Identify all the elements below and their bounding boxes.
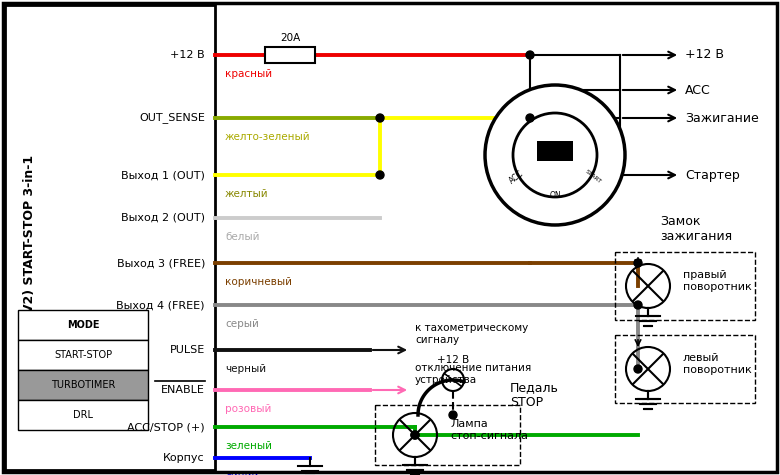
- Bar: [537, 141, 573, 161]
- Text: к тахометрическому
сигналу: к тахометрическому сигналу: [415, 323, 528, 345]
- Text: серый: серый: [225, 319, 259, 329]
- Text: START-STOP: START-STOP: [54, 350, 112, 360]
- Text: ACC: ACC: [685, 84, 711, 96]
- Text: +12 В: +12 В: [437, 355, 469, 365]
- Text: TURBOTIMER: TURBOTIMER: [51, 380, 115, 390]
- Text: Выход 1 (OUT): Выход 1 (OUT): [121, 170, 205, 180]
- Text: желтый: желтый: [225, 189, 268, 199]
- Text: START: START: [584, 169, 602, 185]
- Text: отключение питания
устройства: отключение питания устройства: [415, 363, 531, 385]
- Text: Выход 3 (FREE): Выход 3 (FREE): [117, 258, 205, 268]
- Text: ACC/STOP (+): ACC/STOP (+): [127, 422, 205, 432]
- Bar: [18, 370, 148, 400]
- Text: желто-зеленый: желто-зеленый: [225, 132, 310, 142]
- Text: Замок
зажигания: Замок зажигания: [660, 215, 732, 243]
- Circle shape: [376, 171, 384, 179]
- Circle shape: [449, 411, 457, 419]
- Text: +12 В: +12 В: [685, 48, 724, 61]
- Bar: [18, 340, 148, 370]
- Text: (V2) START-STOP 3-in-1: (V2) START-STOP 3-in-1: [23, 155, 37, 319]
- Text: розовый: розовый: [225, 404, 271, 414]
- Bar: [615, 335, 755, 403]
- Text: Педаль
STOP: Педаль STOP: [510, 381, 559, 409]
- Text: черный: черный: [225, 364, 266, 374]
- Circle shape: [634, 365, 642, 373]
- Circle shape: [634, 301, 642, 309]
- Bar: [5, 5, 215, 470]
- Bar: [375, 405, 520, 465]
- Circle shape: [411, 431, 419, 439]
- Text: белый: белый: [225, 232, 260, 242]
- Text: Стартер: Стартер: [685, 169, 739, 181]
- Circle shape: [526, 114, 534, 122]
- Circle shape: [526, 51, 534, 59]
- Text: PULSE: PULSE: [170, 345, 205, 355]
- Circle shape: [634, 259, 642, 267]
- Text: OUT_SENSE: OUT_SENSE: [139, 113, 205, 124]
- Circle shape: [485, 85, 625, 225]
- Text: 20A: 20A: [280, 33, 300, 43]
- Bar: [18, 400, 148, 430]
- Text: Корпус: Корпус: [163, 453, 205, 463]
- Circle shape: [376, 114, 384, 122]
- Text: зеленый: зеленый: [225, 441, 272, 451]
- Text: Зажигание: Зажигание: [685, 112, 759, 124]
- Text: Выход 2 (OUT): Выход 2 (OUT): [121, 213, 205, 223]
- Circle shape: [411, 431, 419, 439]
- Text: коричневый: коричневый: [225, 277, 292, 287]
- Text: MODE: MODE: [67, 320, 99, 330]
- Bar: [615, 252, 755, 320]
- Bar: [18, 310, 148, 340]
- Text: DRL: DRL: [73, 410, 93, 420]
- Text: левый
поворотник: левый поворотник: [683, 353, 752, 375]
- Text: ACC: ACC: [508, 169, 526, 185]
- Circle shape: [513, 113, 597, 197]
- Text: ENABLE: ENABLE: [161, 385, 205, 395]
- Text: правый
поворотник: правый поворотник: [683, 270, 752, 292]
- Text: Лампа
стоп-сигнала: Лампа стоп-сигнала: [450, 419, 528, 441]
- Text: Выход 4 (FREE): Выход 4 (FREE): [116, 300, 205, 310]
- Bar: [265, 47, 315, 63]
- Text: красный: красный: [225, 69, 272, 79]
- Text: синий: синий: [225, 472, 258, 475]
- Text: ON: ON: [549, 190, 561, 200]
- Text: +12 В: +12 В: [170, 50, 205, 60]
